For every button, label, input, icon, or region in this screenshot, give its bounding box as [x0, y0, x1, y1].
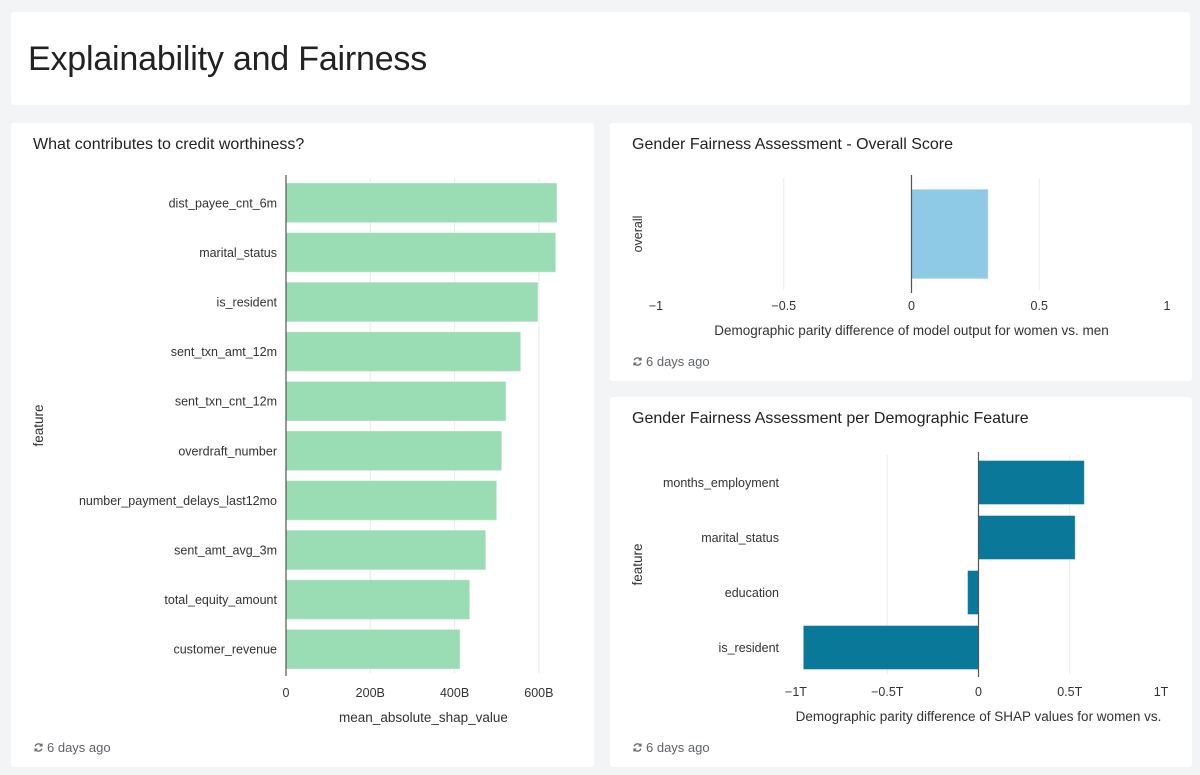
card-title: Gender Fairness Assessment - Overall Sco… [632, 136, 954, 153]
per-feature-fairness-chart: −1T −0.5T 0 0.5T 1T months_employment marital_… [630, 452, 1169, 724]
y-category-label: number_payment_delays_last12mo [79, 494, 277, 508]
card-title: What contributes to credit worthiness? [33, 136, 305, 153]
y-category-label: education [725, 586, 779, 600]
bar [285, 182, 558, 224]
x-tick-label: −0.5T [871, 685, 904, 699]
bar [285, 331, 522, 372]
per-feature-fairness-card: Gender Fairness Assessment per Demograph… [610, 397, 1192, 767]
bar [802, 625, 979, 670]
refresh-status[interactable]: 6 days ago [632, 354, 710, 369]
x-tick-label: 1T [1154, 685, 1169, 699]
y-category-label: sent_amt_avg_3m [174, 544, 277, 558]
refresh-status[interactable]: 6 days ago [632, 740, 710, 755]
x-tick-label: 0 [975, 685, 982, 699]
x-tick-label: 200B [356, 686, 385, 700]
bar [285, 281, 539, 323]
x-axis-title: Demographic parity difference of model o… [714, 323, 1108, 338]
x-tick-label: 400B [440, 686, 469, 700]
bar [285, 628, 461, 670]
y-axis-title: feature [630, 543, 645, 585]
refresh-time: 6 days ago [646, 740, 710, 755]
y-axis-title: feature [31, 404, 46, 446]
refresh-icon [34, 743, 43, 752]
bar [285, 232, 557, 273]
bar [978, 515, 1076, 560]
x-axis-title: mean_absolute_shap_value [339, 710, 508, 725]
y-category-label: customer_revenue [173, 643, 277, 657]
y-category-label: overall [631, 216, 645, 253]
x-tick-label: 0 [908, 299, 915, 313]
bar [285, 430, 503, 472]
header-card: Explainability and Fairness [11, 12, 1190, 105]
x-tick-label: −1T [785, 685, 807, 699]
x-tick-label: 600B [524, 686, 553, 700]
x-tick-label: −1 [649, 299, 663, 313]
y-category-label: total_equity_amount [164, 593, 277, 607]
y-category-label: marital_status [199, 246, 277, 260]
x-tick-label: 0.5T [1057, 685, 1082, 699]
refresh-icon [633, 357, 642, 366]
y-category-label: marital_status [701, 531, 779, 545]
x-tick-label: 0.5 [1031, 299, 1048, 313]
bar [911, 188, 989, 280]
bar [285, 480, 498, 521]
refresh-icon [633, 743, 642, 752]
x-tick-label: 0 [283, 686, 290, 700]
card-title: Gender Fairness Assessment per Demograph… [632, 410, 1029, 427]
bar [285, 529, 487, 571]
refresh-time: 6 days ago [47, 740, 111, 755]
feature-importance-chart: 0 200B 400B 600B dist_payee_cnt_6m marital_st… [31, 175, 558, 725]
bar [285, 380, 507, 422]
overall-fairness-card: Gender Fairness Assessment - Overall Sco… [610, 123, 1192, 381]
y-category-label: is_resident [719, 641, 780, 655]
refresh-time: 6 days ago [646, 354, 710, 369]
feature-importance-card: What contributes to credit worthiness? 0… [11, 123, 594, 767]
bar [285, 579, 471, 620]
y-category-label: sent_txn_amt_12m [171, 345, 277, 359]
y-category-label: months_employment [663, 476, 780, 490]
x-tick-label: −0.5 [771, 299, 796, 313]
x-axis-title: Demographic parity difference of SHAP va… [796, 709, 1162, 724]
x-tick-label: 1 [1164, 299, 1171, 313]
bar [967, 570, 979, 615]
refresh-status[interactable]: 6 days ago [33, 740, 111, 755]
bar [978, 460, 1085, 505]
overall-fairness-chart: −1 −0.5 0 0.5 1 overall Demographic parity dif… [631, 175, 1171, 338]
y-category-label: overdraft_number [178, 444, 277, 458]
y-category-label: sent_txn_cnt_12m [175, 395, 277, 409]
y-category-label: is_resident [217, 296, 278, 310]
page-title: Explainability and Fairness [28, 40, 428, 78]
y-category-label: dist_payee_cnt_6m [169, 196, 277, 210]
